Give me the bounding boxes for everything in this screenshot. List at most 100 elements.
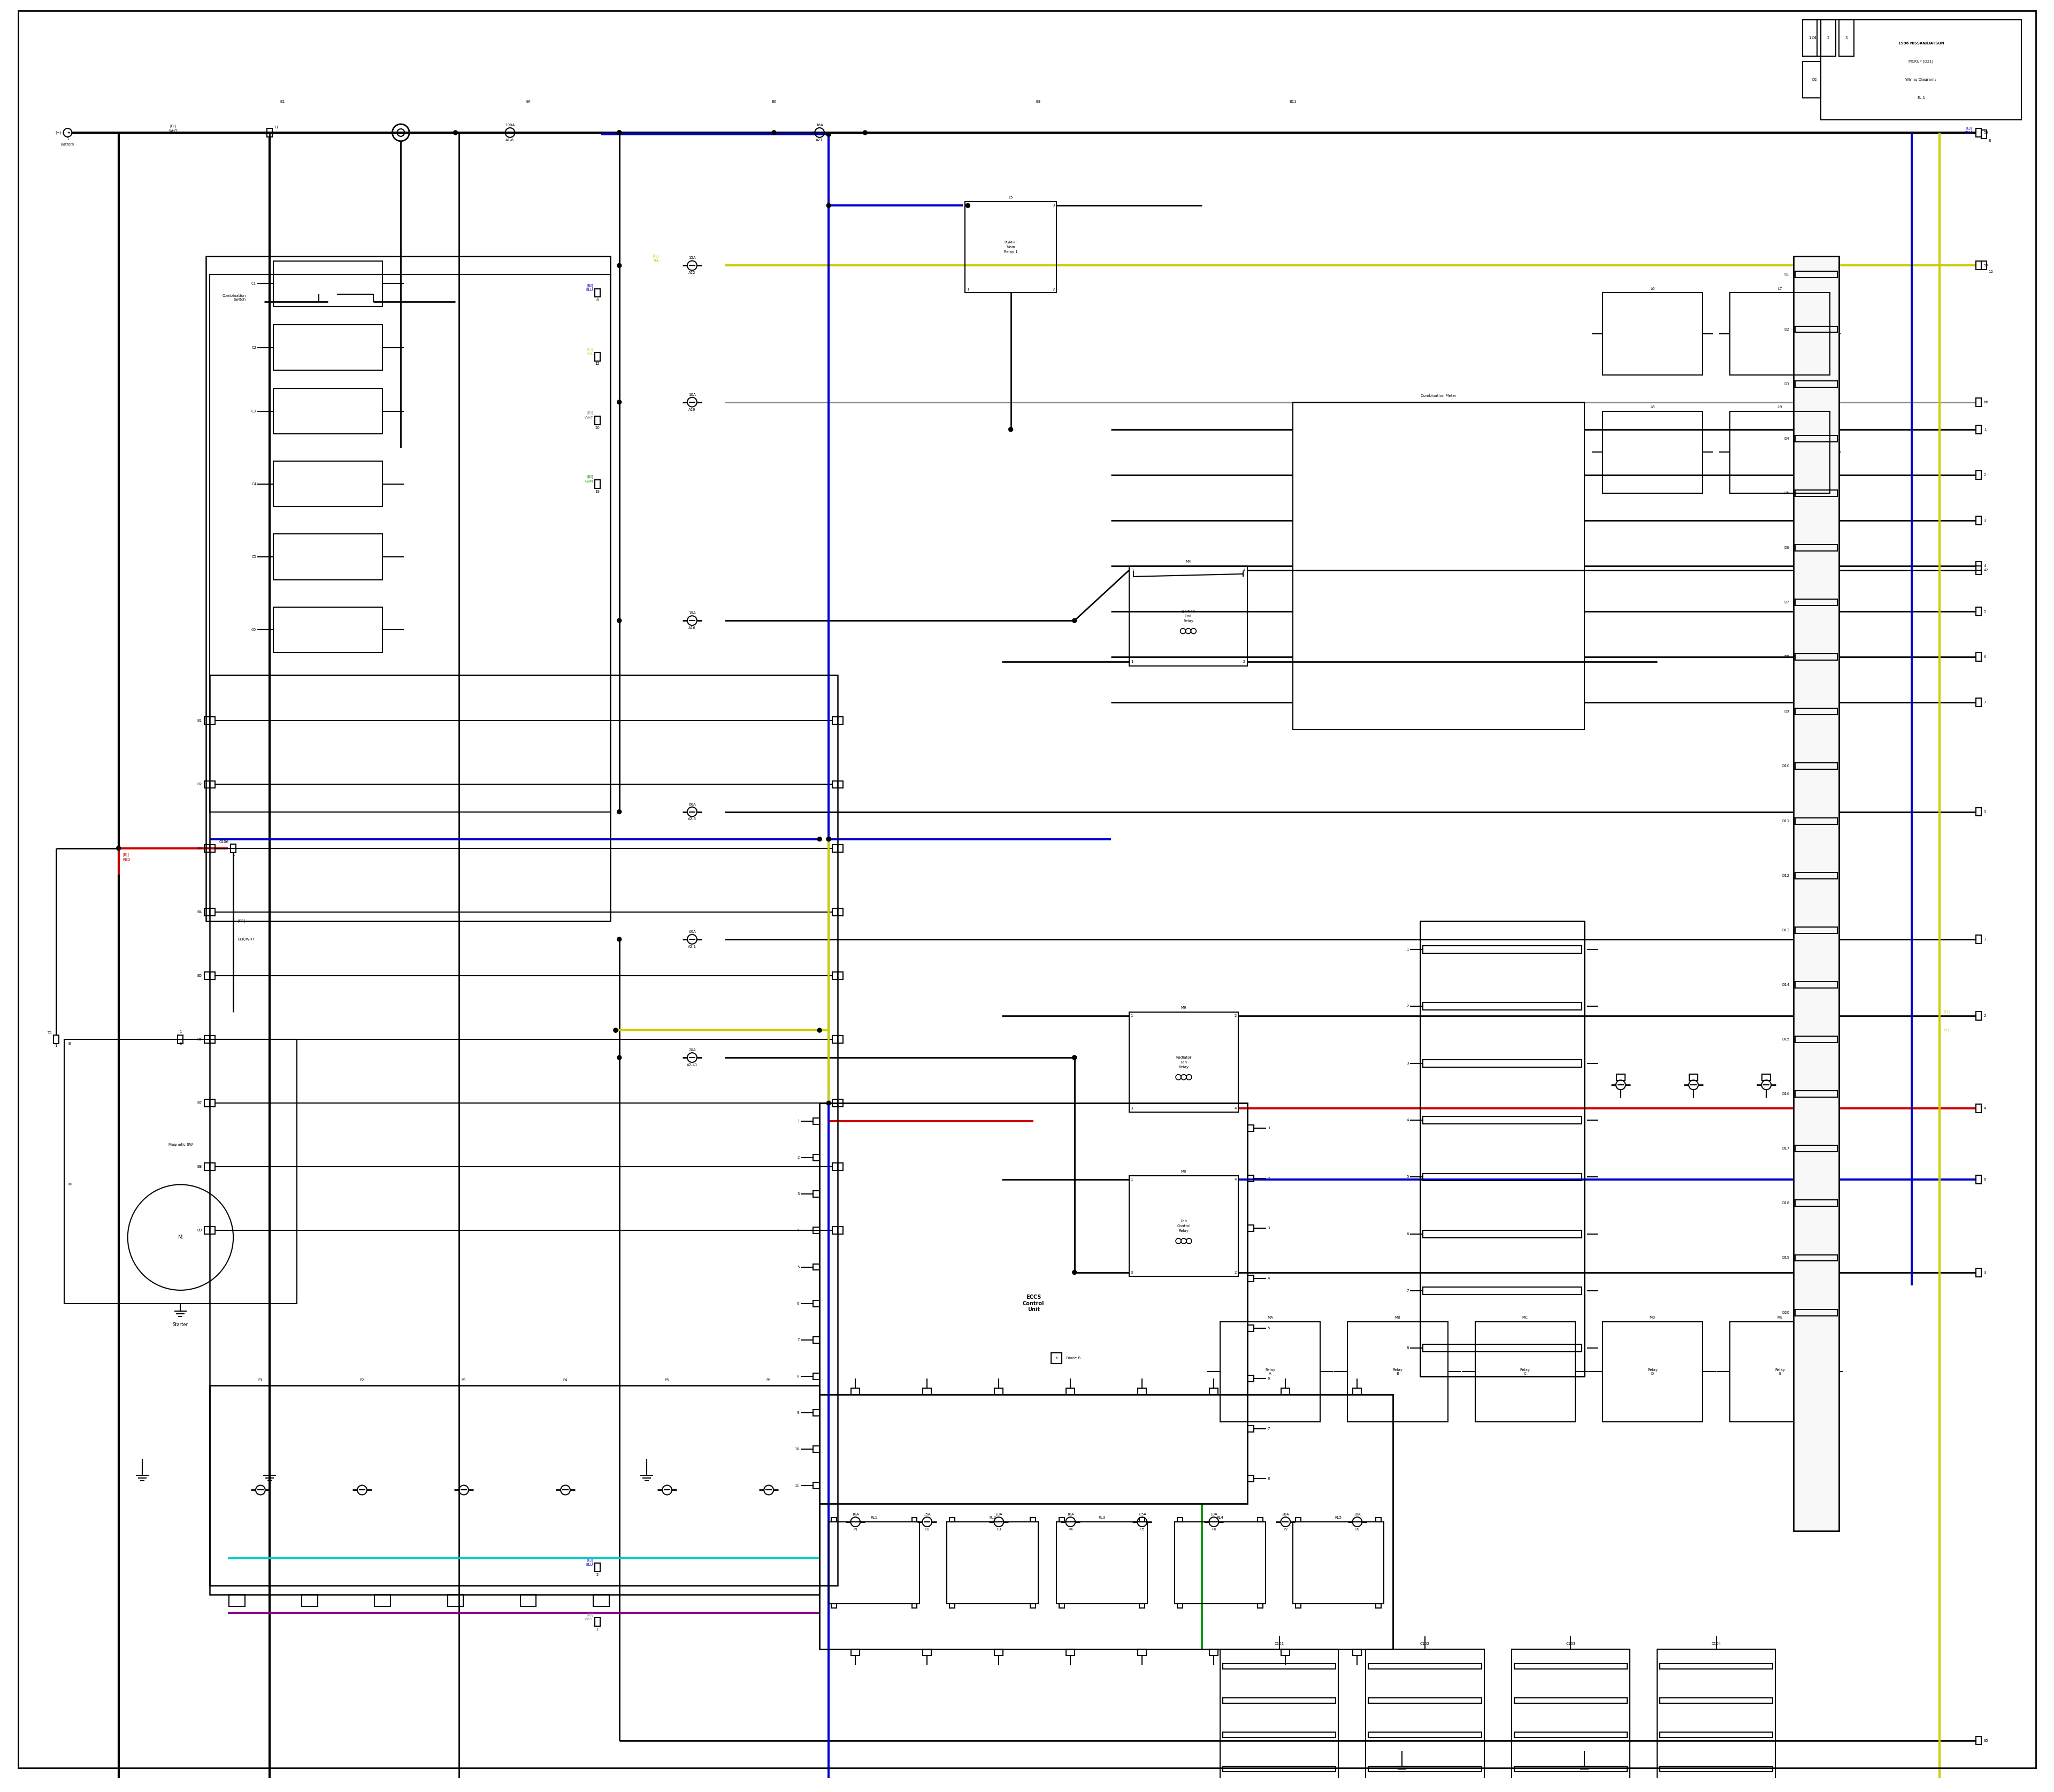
Text: 8: 8 bbox=[1407, 1346, 1409, 1349]
Text: 85: 85 bbox=[1984, 1738, 1988, 1742]
Bar bbox=[1247, 1326, 1253, 1331]
Bar bbox=[1795, 1310, 1838, 1315]
Text: 2: 2 bbox=[1267, 1177, 1269, 1179]
Bar bbox=[273, 262, 382, 306]
Text: 1: 1 bbox=[179, 1030, 181, 1034]
Text: [EJ]: [EJ] bbox=[587, 1613, 594, 1616]
Bar bbox=[205, 256, 610, 921]
Text: WHT: WHT bbox=[168, 129, 177, 133]
Text: Relay: Relay bbox=[1183, 620, 1193, 622]
Bar bbox=[1688, 1073, 1699, 1081]
Bar bbox=[850, 1389, 861, 1394]
Text: 2: 2 bbox=[1234, 1271, 1237, 1274]
Bar bbox=[53, 1036, 60, 1043]
Bar bbox=[949, 1518, 955, 1521]
Text: 1: 1 bbox=[1132, 659, 1134, 663]
Text: 10A: 10A bbox=[1210, 1512, 1218, 1516]
Text: Relay: Relay bbox=[1179, 1229, 1189, 1233]
Text: 8: 8 bbox=[797, 1374, 799, 1378]
Bar bbox=[1976, 699, 1982, 706]
Circle shape bbox=[826, 837, 830, 840]
Bar bbox=[1822, 20, 1836, 56]
Text: 15A: 15A bbox=[924, 1512, 930, 1516]
Bar bbox=[1130, 1176, 1239, 1276]
Text: 1: 1 bbox=[66, 138, 68, 140]
Bar bbox=[1423, 1344, 1582, 1351]
Text: B5: B5 bbox=[197, 975, 201, 977]
Bar bbox=[273, 534, 382, 579]
Bar bbox=[1660, 1697, 1773, 1702]
Bar bbox=[1354, 1389, 1362, 1394]
Text: A2-41: A2-41 bbox=[686, 1063, 698, 1066]
Bar bbox=[1795, 708, 1838, 715]
Text: 10: 10 bbox=[795, 1448, 799, 1452]
Text: WHT: WHT bbox=[585, 416, 594, 419]
Text: [EJ]: [EJ] bbox=[587, 410, 594, 414]
Bar bbox=[1247, 1226, 1253, 1231]
Bar bbox=[832, 1098, 838, 1107]
Bar bbox=[1795, 489, 1838, 496]
Text: PICKUP (D21): PICKUP (D21) bbox=[1908, 59, 1933, 63]
Text: 4: 4 bbox=[1984, 564, 1986, 568]
Bar bbox=[1803, 61, 1822, 99]
Text: T4: T4 bbox=[47, 1032, 51, 1034]
Text: P3: P3 bbox=[462, 1378, 466, 1382]
Bar bbox=[1976, 471, 1982, 478]
Circle shape bbox=[616, 263, 622, 267]
Text: 6: 6 bbox=[1984, 656, 1986, 659]
Bar bbox=[813, 1373, 820, 1380]
Bar bbox=[1247, 1176, 1253, 1181]
Bar bbox=[1066, 1389, 1074, 1394]
Circle shape bbox=[772, 131, 776, 134]
Text: 7: 7 bbox=[1267, 1426, 1269, 1430]
Text: M8: M8 bbox=[1181, 1170, 1187, 1174]
Bar bbox=[838, 1098, 842, 1107]
Bar bbox=[838, 717, 842, 724]
Bar bbox=[210, 1385, 820, 1595]
Bar bbox=[838, 971, 842, 980]
Text: Relay
A: Relay A bbox=[1265, 1369, 1276, 1374]
Text: D2: D2 bbox=[1812, 79, 1818, 81]
Text: 8: 8 bbox=[1267, 1477, 1269, 1480]
Text: EL-1: EL-1 bbox=[1916, 97, 1925, 100]
Bar bbox=[1602, 410, 1703, 493]
Bar bbox=[596, 1618, 600, 1627]
Bar bbox=[850, 1649, 861, 1656]
Text: D17: D17 bbox=[1781, 1147, 1789, 1150]
Text: 10A: 10A bbox=[1354, 1512, 1362, 1516]
Bar bbox=[210, 844, 216, 851]
Text: 7: 7 bbox=[797, 1339, 799, 1342]
Text: BLU: BLU bbox=[585, 289, 594, 292]
Circle shape bbox=[614, 1029, 618, 1032]
Circle shape bbox=[1009, 426, 1013, 432]
Bar bbox=[210, 717, 216, 724]
Bar bbox=[203, 909, 210, 916]
Bar bbox=[1257, 1518, 1263, 1521]
Bar bbox=[1976, 1736, 1982, 1745]
Text: D1: D1 bbox=[1785, 272, 1789, 276]
Bar bbox=[203, 1163, 210, 1170]
Bar bbox=[1795, 326, 1838, 333]
Text: BLK/WHT: BLK/WHT bbox=[238, 937, 255, 941]
Text: 1: 1 bbox=[269, 138, 271, 140]
Text: 1: 1 bbox=[1267, 1127, 1269, 1129]
Bar bbox=[1175, 1521, 1265, 1604]
Text: 10A: 10A bbox=[852, 1512, 859, 1516]
Text: 10A: 10A bbox=[994, 1512, 1002, 1516]
Text: P7: P7 bbox=[1284, 1529, 1288, 1530]
Bar bbox=[828, 1521, 920, 1604]
Text: MA: MA bbox=[1267, 1315, 1273, 1319]
Text: 2: 2 bbox=[1234, 1014, 1237, 1018]
Bar bbox=[1976, 262, 1982, 271]
Text: L6: L6 bbox=[1649, 287, 1656, 290]
Text: L8: L8 bbox=[1649, 405, 1656, 409]
Text: 8: 8 bbox=[596, 299, 598, 301]
Circle shape bbox=[614, 1029, 618, 1032]
Text: Relay
E: Relay E bbox=[1775, 1369, 1785, 1374]
Text: 6: 6 bbox=[797, 1301, 799, 1305]
Bar bbox=[210, 274, 610, 812]
Bar bbox=[228, 1595, 244, 1606]
Bar bbox=[1296, 1518, 1300, 1521]
Bar bbox=[1514, 1697, 1627, 1702]
Text: C1: C1 bbox=[251, 281, 257, 285]
